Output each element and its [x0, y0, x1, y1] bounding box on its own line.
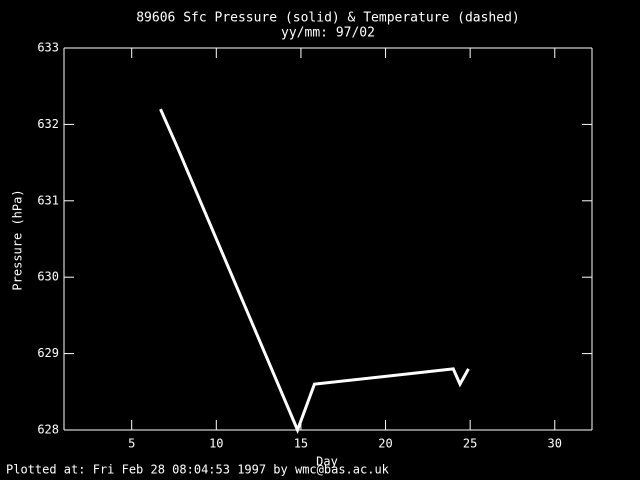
footer: Plotted at: Fri Feb 28 08:04:53 1997 by … — [6, 463, 390, 477]
y-axis-label: Pressure (hPa) — [11, 189, 25, 290]
x-tick-label: 20 — [378, 437, 392, 451]
x-axis-label: Day — [316, 455, 338, 469]
y-tick-label: 628 — [37, 423, 59, 437]
x-tick-label: 25 — [463, 437, 477, 451]
y-tick-label: 633 — [37, 41, 59, 55]
y-tick-label: 631 — [37, 193, 59, 207]
x-tick-label: 10 — [209, 437, 223, 451]
x-tick-label: 5 — [128, 437, 135, 451]
y-tick-label: 629 — [37, 346, 59, 360]
chart-title: 89606 Sfc Pressure (solid) & Temperature… — [136, 11, 520, 26]
x-tick-label: 15 — [294, 437, 308, 451]
y-tick-label: 630 — [37, 270, 59, 284]
x-tick-label: 30 — [548, 437, 562, 451]
y-tick-label: 632 — [37, 117, 59, 131]
chart-subtitle: yy/mm: 97/02 — [281, 26, 375, 41]
pressure-line — [159, 108, 470, 435]
